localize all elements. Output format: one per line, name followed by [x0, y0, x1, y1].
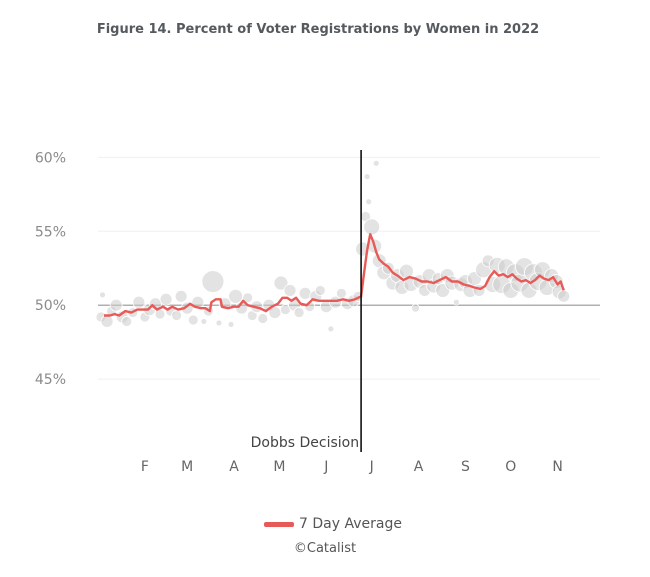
data-bubble — [228, 288, 243, 304]
data-bubble — [298, 286, 312, 300]
y-tick-label: 60% — [35, 150, 66, 166]
data-bubble — [365, 198, 373, 206]
data-bubble — [452, 298, 460, 306]
line-layer — [104, 233, 565, 317]
y-tick-label: 50% — [35, 298, 66, 314]
data-bubble — [411, 303, 420, 313]
seven-day-average-line — [104, 233, 565, 317]
dobbs-decision-label: Dobbs Decision — [251, 435, 359, 451]
x-tick-label: J — [369, 459, 374, 475]
bubble-layer — [95, 159, 571, 333]
x-tick-label: J — [323, 459, 328, 475]
x-tick-label: M — [181, 459, 193, 475]
data-bubble — [174, 289, 188, 303]
data-bubble — [314, 285, 326, 296]
data-bubble — [372, 159, 380, 167]
data-bubble — [363, 173, 371, 181]
x-tick-label: F — [141, 459, 149, 475]
data-bubble — [327, 325, 335, 333]
legend: 7 Day Average — [264, 514, 402, 534]
data-bubble — [293, 307, 305, 318]
x-tick-label: M — [273, 459, 285, 475]
data-bubble — [268, 306, 282, 319]
data-bubble — [363, 218, 381, 236]
chart-title: Figure 14. Percent of Voter Registration… — [96, 22, 540, 37]
data-bubble — [242, 292, 254, 304]
x-tick-label: N — [552, 459, 562, 475]
x-tick-label: A — [414, 459, 424, 475]
data-bubble — [171, 310, 183, 321]
data-bubble — [273, 275, 289, 291]
data-bubble — [336, 287, 347, 299]
x-tick-label: S — [461, 459, 470, 475]
data-bubble — [132, 295, 146, 309]
credit-text: ©Catalist — [293, 541, 357, 556]
x-tick-label: O — [505, 459, 516, 475]
data-bubble — [201, 270, 225, 293]
tick-layer: 60% 55% 50% 45% F M A M J J A S O N — [35, 150, 563, 475]
data-bubble — [187, 314, 199, 326]
data-bubble — [99, 291, 106, 299]
data-bubble — [109, 298, 123, 312]
legend-label: 7 Day Average — [299, 516, 402, 532]
x-tick-label: A — [229, 459, 239, 475]
data-bubble — [215, 319, 223, 327]
data-bubble — [283, 284, 297, 297]
y-tick-label: 45% — [35, 372, 66, 388]
legend-swatch — [264, 521, 294, 527]
data-bubble — [200, 318, 208, 325]
data-bubble — [100, 315, 114, 328]
data-bubble — [557, 289, 571, 303]
data-bubble — [257, 313, 269, 324]
y-tick-label: 55% — [35, 224, 66, 240]
data-bubble — [159, 292, 173, 306]
data-bubble — [399, 263, 414, 279]
event-layer: Dobbs Decision — [251, 150, 362, 452]
data-bubble — [121, 316, 133, 327]
data-bubble — [227, 321, 235, 328]
